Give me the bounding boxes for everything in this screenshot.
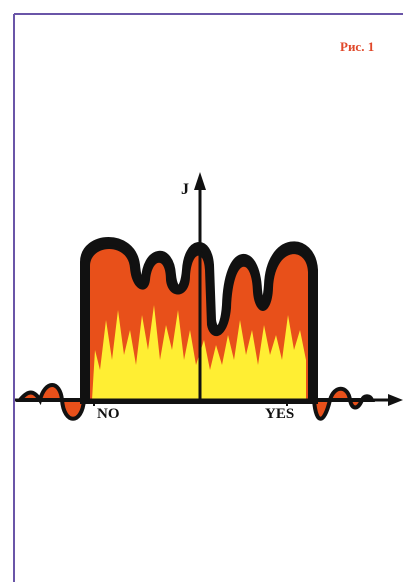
- x-axis-arrow: [388, 394, 403, 406]
- left-wave: [15, 383, 87, 421]
- label-yes: YES: [265, 406, 294, 422]
- figure-label: Рис. 1: [340, 39, 374, 54]
- y-axis-label: J: [181, 181, 189, 198]
- label-no: NO: [97, 406, 120, 422]
- flames: [92, 305, 306, 400]
- right-wave: [311, 386, 375, 421]
- y-axis-arrow: [194, 172, 206, 190]
